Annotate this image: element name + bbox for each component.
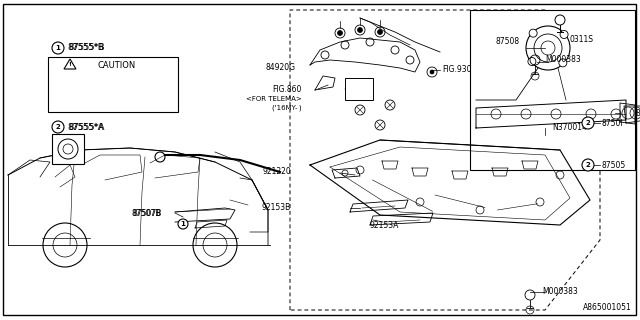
Circle shape <box>430 70 434 74</box>
Text: M000383: M000383 <box>545 55 580 65</box>
Circle shape <box>378 29 383 35</box>
Text: ('16MY- ): ('16MY- ) <box>273 105 302 111</box>
Text: M000383: M000383 <box>542 287 578 297</box>
Circle shape <box>337 30 342 36</box>
Bar <box>470 10 635 170</box>
Circle shape <box>52 121 64 133</box>
Text: 2: 2 <box>586 120 590 126</box>
Text: 1: 1 <box>180 221 186 227</box>
Text: 87507B: 87507B <box>132 209 161 218</box>
Text: 0311S: 0311S <box>570 36 594 44</box>
Text: 8750I: 8750I <box>602 118 623 127</box>
Text: !: ! <box>68 62 72 67</box>
Text: N370014: N370014 <box>552 124 587 132</box>
Text: FIG.860: FIG.860 <box>273 84 302 93</box>
Text: 87507B: 87507B <box>132 209 162 218</box>
Text: 87555*B: 87555*B <box>67 44 104 52</box>
Bar <box>345 78 373 100</box>
Text: 87598: 87598 <box>635 108 640 117</box>
Circle shape <box>582 117 594 129</box>
Text: 84920G: 84920G <box>266 63 296 73</box>
Bar <box>48 57 178 112</box>
Circle shape <box>529 29 537 37</box>
Circle shape <box>559 59 567 67</box>
Bar <box>52 134 84 164</box>
Text: 2: 2 <box>56 124 60 130</box>
Text: 92153A: 92153A <box>370 220 399 229</box>
Text: <FOR TELEMA>: <FOR TELEMA> <box>246 96 302 102</box>
Circle shape <box>582 159 594 171</box>
Text: 87555*A: 87555*A <box>68 123 104 132</box>
Text: A865001051: A865001051 <box>583 303 632 312</box>
Text: 921220: 921220 <box>262 167 291 177</box>
Text: 1: 1 <box>56 45 60 51</box>
Text: 87555*B: 87555*B <box>68 44 104 52</box>
Text: CAUTION: CAUTION <box>98 60 136 69</box>
Circle shape <box>52 42 64 54</box>
Circle shape <box>358 28 362 33</box>
Text: 2: 2 <box>586 162 590 168</box>
Circle shape <box>528 58 536 66</box>
Text: 87555*A: 87555*A <box>67 123 104 132</box>
Text: FIG.930: FIG.930 <box>442 66 472 75</box>
Circle shape <box>560 30 568 38</box>
Text: 87508: 87508 <box>496 37 520 46</box>
Circle shape <box>526 26 570 70</box>
Text: 87505: 87505 <box>602 161 627 170</box>
Circle shape <box>178 219 188 229</box>
Text: 92153B: 92153B <box>262 203 291 212</box>
